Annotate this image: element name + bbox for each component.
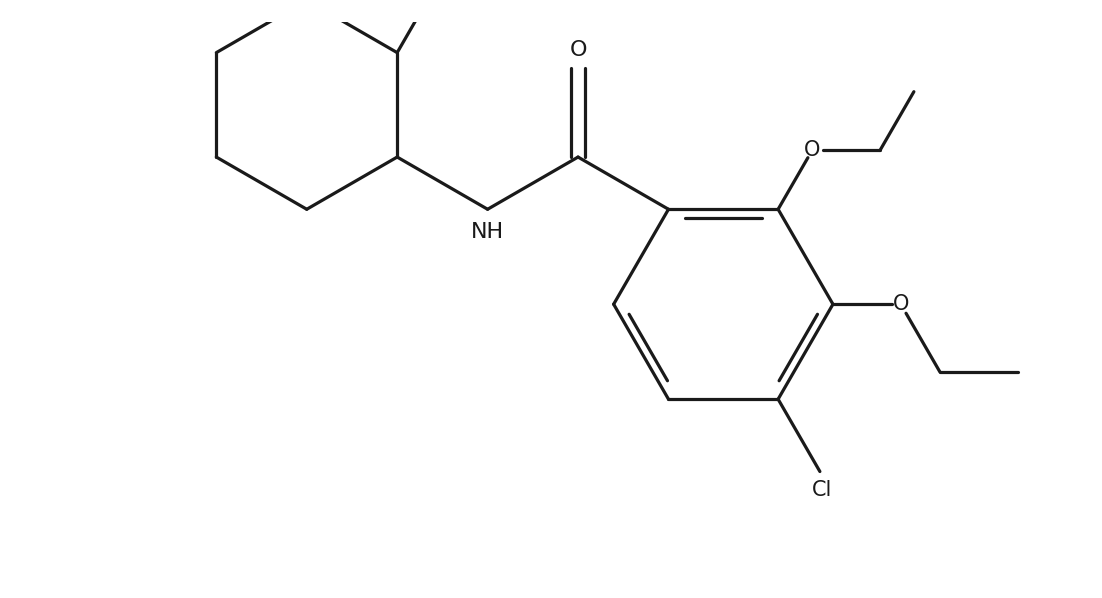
Text: Cl: Cl [812, 480, 832, 501]
Text: NH: NH [471, 222, 505, 242]
Text: O: O [570, 40, 586, 60]
Text: O: O [803, 141, 820, 160]
Text: O: O [893, 294, 909, 314]
